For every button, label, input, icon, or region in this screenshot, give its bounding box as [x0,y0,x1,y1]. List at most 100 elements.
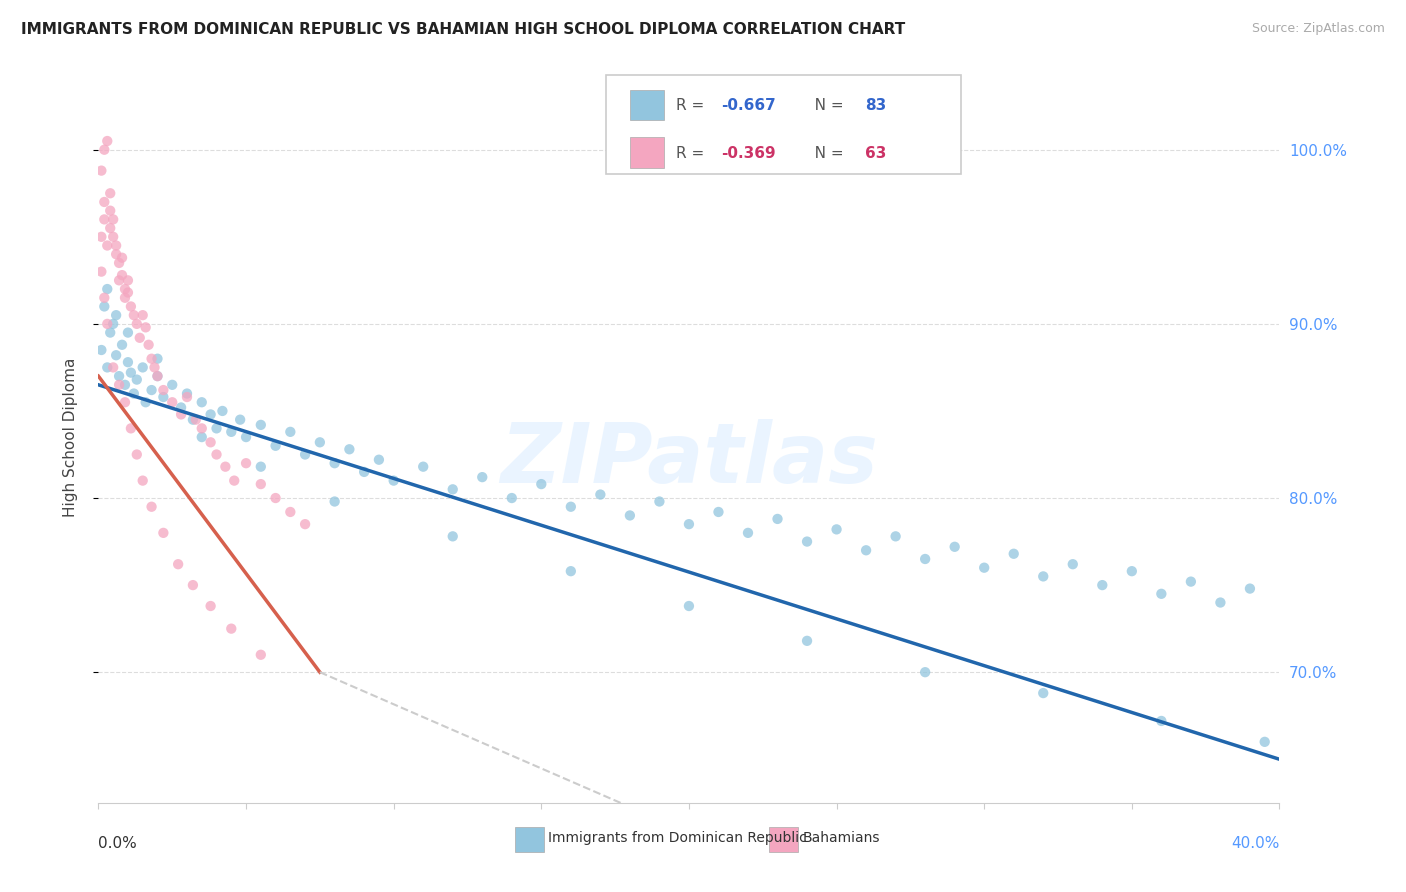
Point [90,265,112,279]
Point [184,412,207,426]
Point [152,390,174,404]
Point [93,212,115,227]
Point [648,494,671,508]
Point [1209,595,1232,609]
Point [141,351,163,366]
Point [128,331,150,345]
Point [323,494,346,508]
Point [96,282,118,296]
Point [191,430,214,444]
Point [229,412,252,426]
Point [122,308,145,322]
Point [125,373,148,387]
Point [108,369,131,384]
Point [678,517,700,532]
Point [441,529,464,543]
Point [132,474,155,488]
Point [250,459,273,474]
Point [120,300,142,314]
Point [323,456,346,470]
Point [96,317,118,331]
Text: N =: N = [800,145,848,161]
Point [108,256,131,270]
Point [111,268,134,282]
Point [146,351,169,366]
Point [90,229,112,244]
Text: R =: R = [676,98,709,113]
Point [170,408,193,422]
Point [122,386,145,401]
Point [132,360,155,375]
Point [211,404,233,418]
FancyBboxPatch shape [630,90,664,120]
Point [766,512,789,526]
Point [1180,574,1202,589]
Text: IMMIGRANTS FROM DOMINICAN REPUBLIC VS BAHAMIAN HIGH SCHOOL DIPLOMA CORRELATION C: IMMIGRANTS FROM DOMINICAN REPUBLIC VS BA… [21,22,905,37]
Point [200,408,222,422]
Point [191,421,214,435]
Point [619,508,641,523]
Point [181,578,204,592]
Point [589,487,612,501]
Point [200,435,222,450]
Point [114,395,136,409]
Point [146,369,169,384]
Text: Immigrants from Dominican Republic: Immigrants from Dominican Republic [548,831,807,845]
Point [825,522,848,536]
Point [135,320,157,334]
Point [162,395,183,409]
Point [181,412,204,426]
Point [1254,735,1277,749]
Text: 0.0%: 0.0% [98,836,138,851]
Point [162,377,183,392]
Point [176,386,198,401]
Point [120,421,142,435]
Point [560,564,582,578]
Text: R =: R = [676,145,709,161]
Point [264,491,287,505]
Point [170,401,193,415]
Point [152,383,174,397]
Point [111,251,134,265]
Point [96,360,118,375]
Point [103,360,125,375]
FancyBboxPatch shape [630,137,664,168]
Point [141,500,163,514]
Point [98,186,121,201]
Text: Bahamians: Bahamians [803,831,880,845]
Point [135,395,157,409]
Point [125,317,148,331]
Point [294,517,316,532]
Point [707,505,730,519]
Point [176,390,198,404]
Text: 63: 63 [865,145,886,161]
Point [1002,547,1025,561]
Point [471,470,494,484]
Point [280,505,302,519]
Point [117,285,139,300]
Point [250,417,273,432]
Text: 83: 83 [865,98,886,113]
Point [93,194,115,209]
Point [105,348,128,362]
Point [560,500,582,514]
Point [96,134,118,148]
Point [98,203,121,218]
Point [294,448,316,462]
Point [143,360,166,375]
FancyBboxPatch shape [516,827,544,852]
Point [224,474,246,488]
Point [1032,686,1054,700]
Point [441,483,464,497]
Point [111,338,134,352]
Point [105,308,128,322]
Point [1121,564,1143,578]
Point [120,366,142,380]
Point [125,448,148,462]
Point [117,326,139,340]
Point [339,442,361,457]
Point [90,163,112,178]
Point [98,326,121,340]
Point [796,534,818,549]
Point [114,291,136,305]
